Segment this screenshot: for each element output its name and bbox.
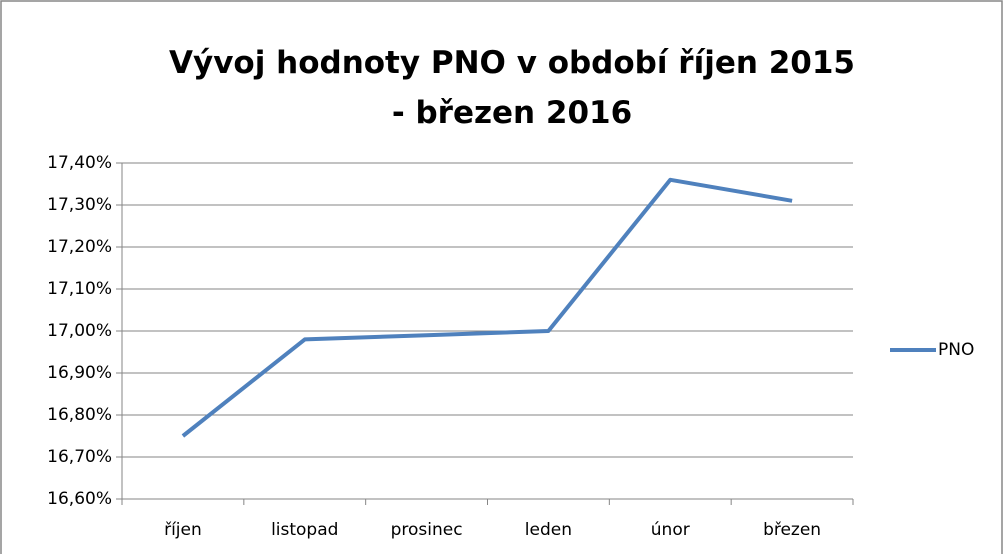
y-tick-label: 17,00% <box>47 321 112 341</box>
y-tick-label: 16,70% <box>47 447 112 467</box>
x-tick-label: listopad <box>271 520 338 540</box>
data-line <box>181 177 793 438</box>
x-tick-label: prosinec <box>391 520 463 540</box>
y-tick-label: 17,40% <box>47 153 112 173</box>
x-tick-label: říjen <box>164 520 202 540</box>
legend-label: PNO <box>938 340 974 360</box>
y-tick-label: 16,90% <box>47 363 112 383</box>
y-tick-label: 16,60% <box>47 489 112 509</box>
y-tick-label: 16,80% <box>47 405 112 425</box>
y-tick-label: 17,10% <box>47 279 112 299</box>
x-tick-label: únor <box>651 520 690 540</box>
chart-title: Vývoj hodnoty PNO v období říjen 2015 - … <box>169 45 855 131</box>
x-tick-label: březen <box>763 520 821 540</box>
x-tick-label: leden <box>525 520 572 540</box>
y-tick-label: 17,20% <box>47 237 112 257</box>
y-tick-label: 17,30% <box>47 195 112 215</box>
